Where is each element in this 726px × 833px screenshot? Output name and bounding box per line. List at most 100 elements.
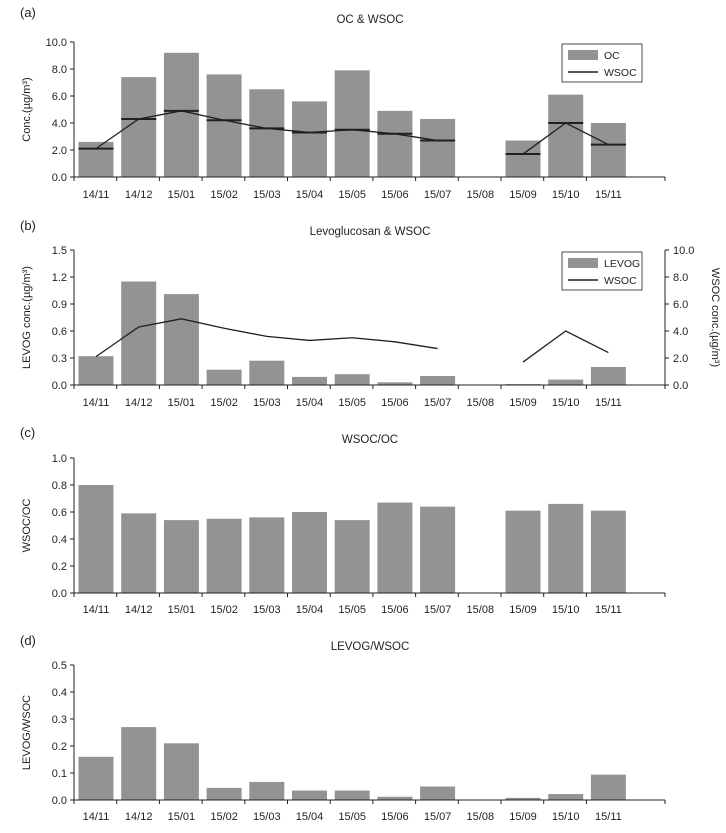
bar-15/09 <box>505 510 541 593</box>
y-tick-label: 2.0 <box>52 145 67 157</box>
x-tick-label: 15/08 <box>467 397 495 409</box>
y-tick-label: 0.6 <box>52 507 67 519</box>
x-tick-label: 14/11 <box>83 604 110 616</box>
bar-15/09 <box>505 797 541 800</box>
bar-15/11 <box>590 510 626 593</box>
legend: OC WSOC <box>561 43 643 83</box>
bar-15/03 <box>249 781 285 800</box>
y-tick-label: 0.9 <box>52 299 67 311</box>
bar-15/05 <box>334 520 370 593</box>
y-axis-label: LEVOG/WSOC <box>21 695 33 770</box>
x-tick-label: 14/12 <box>125 604 153 616</box>
x-tick-label: 14/11 <box>83 189 110 201</box>
bar-14/12 <box>121 513 157 593</box>
y-tick-label: 0.0 <box>52 172 67 184</box>
y-tick-label: 0.5 <box>52 660 67 672</box>
bar-15/02 <box>206 518 242 593</box>
y-tick-label: 0.1 <box>52 768 67 780</box>
y-tick-label: 8.0 <box>52 64 67 76</box>
y-tick-label: 0.2 <box>52 561 67 573</box>
x-tick-label: 15/11 <box>595 189 622 201</box>
bar-15/04 <box>292 376 327 385</box>
panel-label: (d) <box>20 633 36 648</box>
chart-title: OC & WSOC <box>336 14 403 26</box>
x-tick-label: 14/12 <box>125 189 153 201</box>
x-tick-label: 15/02 <box>210 397 238 409</box>
bar-15/04 <box>292 101 327 177</box>
chart-title: WSOC/OC <box>342 434 398 446</box>
x-tick-label: 15/09 <box>509 189 537 201</box>
x-tick-label: 15/08 <box>467 604 495 616</box>
y-tick-label: 0.8 <box>52 480 67 492</box>
bar-15/07 <box>420 376 456 385</box>
bar-15/03 <box>249 517 285 593</box>
x-tick-label: 14/12 <box>125 811 153 823</box>
y2-axis-label: WSOC conc.(µg/m³) <box>709 268 721 367</box>
x-tick-label: 15/04 <box>296 189 324 201</box>
x-tick-label: 15/09 <box>509 604 537 616</box>
bar-14/12 <box>121 727 157 800</box>
panel-label: (a) <box>20 5 36 20</box>
x-tick-label: 15/09 <box>509 811 537 823</box>
x-tick-label: 15/06 <box>381 397 409 409</box>
y2-tick-label: 8.0 <box>673 272 688 284</box>
x-tick-label: 15/03 <box>253 189 281 201</box>
x-tick-label: 15/02 <box>210 604 238 616</box>
legend-label: LEVOG <box>604 258 640 270</box>
x-tick-label: 15/07 <box>424 397 452 409</box>
bar-15/03 <box>249 89 285 177</box>
bar-15/05 <box>334 70 370 177</box>
y-tick-label: 0.3 <box>52 714 67 726</box>
x-tick-label: 15/06 <box>381 604 409 616</box>
x-tick-label: 14/12 <box>125 397 153 409</box>
y-tick-label: 0.0 <box>52 588 67 600</box>
x-tick-label: 15/01 <box>168 811 196 823</box>
bar-14/11 <box>78 756 114 800</box>
x-tick-label: 15/01 <box>168 604 196 616</box>
bar-15/02 <box>206 74 242 177</box>
bar-15/09 <box>505 140 541 177</box>
y-tick-label: 4.0 <box>52 118 67 130</box>
bar-15/04 <box>292 790 327 800</box>
legend: LEVOG WSOC <box>561 251 643 291</box>
y-axis-label: LEVOG conc.(µg/m³) <box>21 266 33 369</box>
x-tick-label: 15/05 <box>338 811 366 823</box>
x-tick-label: 15/07 <box>424 189 452 201</box>
bar-14/11 <box>78 356 114 385</box>
x-tick-label: 15/04 <box>296 397 324 409</box>
bar-15/06 <box>377 502 413 593</box>
chart-panel-4: (d) LEVOG/WSOC LEVOG/WSOC 0.0 0.1 0.2 0.3 0.4 0.… <box>20 633 666 823</box>
y-tick-label: 10.0 <box>46 37 67 49</box>
x-tick-label: 15/11 <box>595 397 622 409</box>
y-tick-label: 0.6 <box>52 326 67 338</box>
x-tick-label: 14/11 <box>83 397 110 409</box>
x-tick-label: 15/01 <box>168 397 196 409</box>
x-tick-label: 15/06 <box>381 811 409 823</box>
y-tick-label: 0.4 <box>52 687 67 699</box>
x-tick-label: 15/11 <box>595 811 622 823</box>
x-tick-label: 15/02 <box>210 189 238 201</box>
panel-label: (c) <box>20 425 35 440</box>
y2-tick-label: 4.0 <box>673 326 688 338</box>
x-tick-label: 15/08 <box>467 189 495 201</box>
y-tick-label: 0.0 <box>52 795 67 807</box>
legend-label: OC <box>604 50 620 62</box>
bar-15/11 <box>590 774 626 800</box>
bar-15/10 <box>548 379 584 385</box>
x-tick-label: 15/04 <box>296 811 324 823</box>
legend-label: WSOC <box>604 275 637 287</box>
x-tick-label: 15/04 <box>296 604 324 616</box>
x-tick-label: 15/02 <box>210 811 238 823</box>
bar-14/11 <box>78 141 114 177</box>
x-tick-label: 15/05 <box>338 397 366 409</box>
bar-15/11 <box>590 123 626 177</box>
bar-15/01 <box>163 52 199 177</box>
x-tick-label: 15/01 <box>168 189 196 201</box>
y-tick-label: 0.3 <box>52 353 67 365</box>
x-tick-label: 15/03 <box>253 604 281 616</box>
bar-15/11 <box>590 367 626 385</box>
x-tick-label: 14/11 <box>83 811 110 823</box>
y-tick-label: 1.2 <box>52 272 67 284</box>
x-tick-label: 15/03 <box>253 811 281 823</box>
